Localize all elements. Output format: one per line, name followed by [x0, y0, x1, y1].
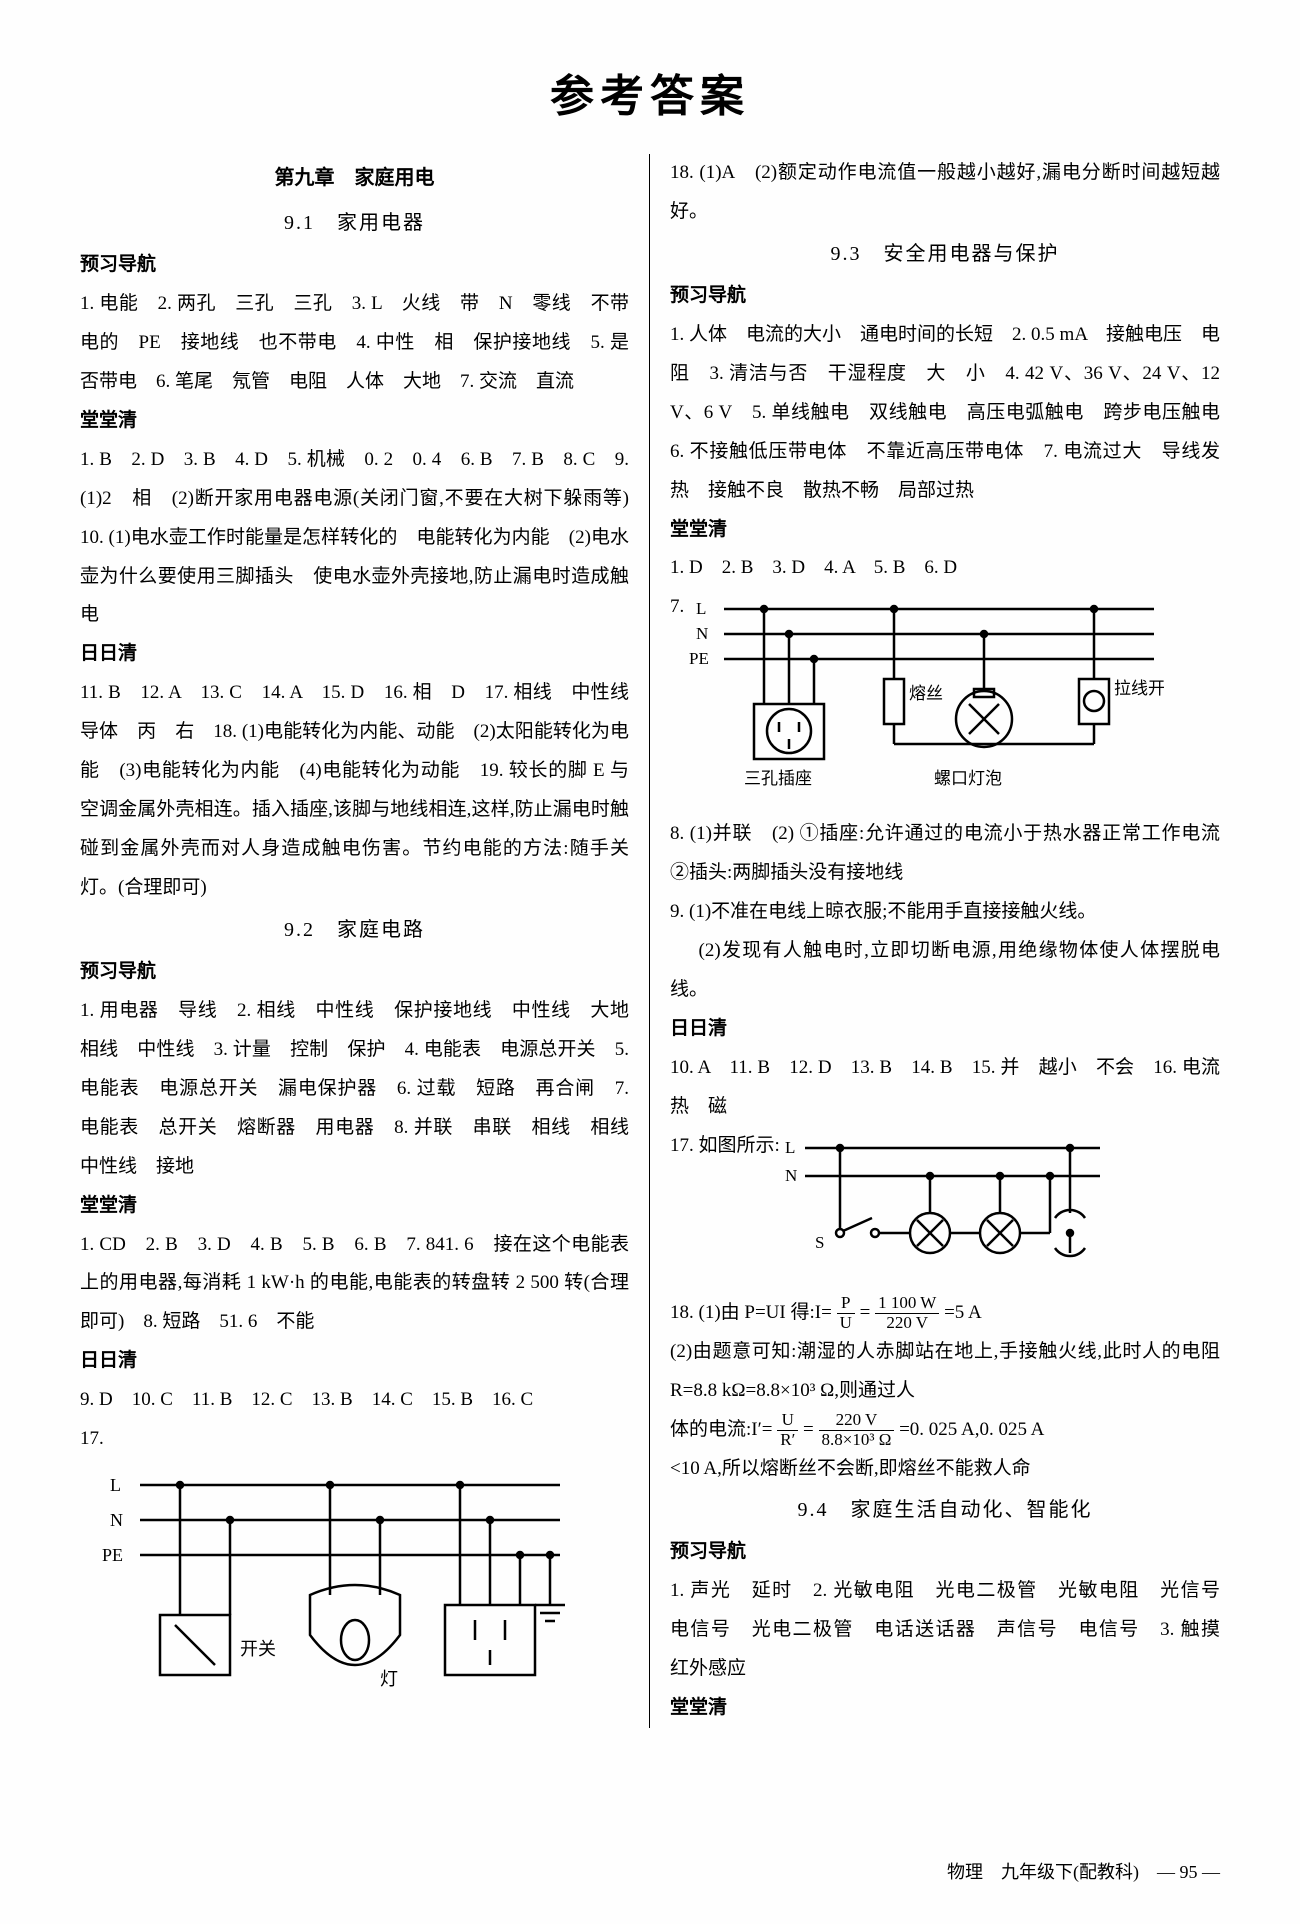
eq-post: =5 A	[944, 1302, 982, 1323]
section-9-3: 9.3 安全用电器与保护	[670, 234, 1220, 275]
para: 1. CD 2. B 3. D 4. B 5. B 6. B 7. 841. 6…	[80, 1226, 629, 1343]
circuit-diagram-17b: L N S	[780, 1133, 1110, 1288]
label-L: L	[696, 599, 706, 618]
label-N: N	[110, 1510, 123, 1530]
q17-prefix: 17. 如图所示:	[670, 1127, 780, 1166]
heading-tang: 堂堂清	[80, 1187, 629, 1226]
denominator: U	[837, 1314, 855, 1333]
para: 1. 人体 电流的大小 通电时间的长短 2. 0.5 mA 接触电压 电阻 3.…	[670, 316, 1220, 511]
content-columns: 第九章 家庭用电 9.1 家用电器 预习导航 1. 电能 2. 两孔 三孔 三孔…	[80, 154, 1220, 1728]
label-PE: PE	[102, 1545, 123, 1565]
label-N: N	[696, 624, 708, 643]
label-pull: 拉线开关	[1114, 679, 1164, 698]
denominator: 220 V	[875, 1314, 939, 1333]
heading-yuxi: 预习导航	[80, 246, 629, 285]
para: 9. (1)不准在电线上晾衣服;不能用手直接接触火线。	[670, 893, 1220, 932]
eq-pre: 18. (1)由 P=UI 得:I=	[670, 1302, 832, 1323]
numerator: P	[837, 1294, 855, 1314]
heading-tang: 堂堂清	[670, 1689, 1220, 1728]
numerator: 1 100 W	[875, 1294, 939, 1314]
label-lamp: 灯	[380, 1669, 398, 1689]
para: 1. 用电器 导线 2. 相线 中性线 保护接地线 中性线 大地 相线 中性线 …	[80, 992, 629, 1187]
label-bulb: 螺口灯泡	[934, 769, 1002, 788]
section-9-2: 9.2 家庭电路	[80, 910, 629, 951]
fraction: U R′	[777, 1411, 798, 1449]
label-switch: 开关	[240, 1639, 276, 1659]
equation-18-2: 体的电流:I′= U R′ = 220 V 8.8×10³ Ω =0. 025 …	[670, 1411, 1220, 1450]
label-PE: PE	[689, 649, 709, 668]
para: 10. A 11. B 12. D 13. B 14. B 15. 并 越小 不…	[670, 1049, 1220, 1127]
eq-post: =0. 025 A,0. 025 A	[899, 1419, 1044, 1440]
para: 8. (1)并联 (2) ①插座:允许通过的电流小于热水器正常工作电流 ②插头:…	[670, 815, 1220, 893]
para: 1. D 2. B 3. D 4. A 5. B 6. D	[670, 549, 1220, 588]
right-column: 18. (1)A (2)额定动作电流值一般越小越好,漏电分断时间越短越好。 9.…	[650, 154, 1220, 1728]
page-footer: 物理 九年级下(配教科) — 95 —	[947, 1858, 1220, 1884]
para: (2)发现有人触电时,立即切断电源,用绝缘物体使人体摆脱电线。	[670, 932, 1220, 1010]
denominator: 8.8×10³ Ω	[819, 1431, 895, 1450]
para: <10 A,所以熔断丝不会断,即熔丝不能救人命	[670, 1450, 1220, 1489]
heading-yuxi: 预习导航	[670, 277, 1220, 316]
circuit-diagram-7: L N PE 三孔插座	[684, 594, 1220, 809]
para: (2)由题意可知:潮湿的人赤脚站在地上,手接触火线,此时人的电阻 R=8.8 k…	[670, 1333, 1220, 1411]
fraction: 220 V 8.8×10³ Ω	[819, 1411, 895, 1449]
fraction: 1 100 W 220 V	[875, 1294, 939, 1332]
label-socket: 三孔插座	[744, 769, 812, 788]
para: 17.	[80, 1420, 629, 1459]
numerator: U	[777, 1411, 798, 1431]
section-9-4: 9.4 家庭生活自动化、智能化	[670, 1490, 1220, 1531]
heading-ri: 日日清	[80, 1342, 629, 1381]
chapter-heading: 第九章 家庭用电	[80, 158, 629, 199]
numerator: 220 V	[819, 1411, 895, 1431]
label-S: S	[815, 1233, 824, 1252]
label-fuse: 熔丝	[909, 684, 943, 703]
eq-pre: 体的电流:I′=	[670, 1419, 772, 1440]
denominator: R′	[777, 1431, 798, 1450]
para: 1. B 2. D 3. B 4. D 5. 机械 0. 2 0. 4 6. B…	[80, 441, 629, 636]
para: 18. (1)A (2)额定动作电流值一般越小越好,漏电分断时间越短越好。	[670, 154, 1220, 232]
para: 11. B 12. A 13. C 14. A 15. D 16. 相 D 17…	[80, 674, 629, 908]
label-L: L	[785, 1138, 795, 1157]
para: 1. 电能 2. 两孔 三孔 三孔 3. L 火线 带 N 零线 不带电的 PE…	[80, 285, 629, 402]
heading-tang: 堂堂清	[670, 511, 1220, 550]
fraction: P U	[837, 1294, 855, 1332]
page-title: 参考答案	[80, 60, 1220, 124]
circuit-diagram-17: L N PE 开关 灯	[80, 1465, 629, 1720]
left-column: 第九章 家庭用电 9.1 家用电器 预习导航 1. 电能 2. 两孔 三孔 三孔…	[80, 154, 650, 1728]
para: 1. 声光 延时 2. 光敏电阻 光电二极管 光敏电阻 光信号 电信号 光电二极…	[670, 1572, 1220, 1689]
para: 9. D 10. C 11. B 12. C 13. B 14. C 15. B…	[80, 1381, 629, 1420]
q7-prefix: 7.	[670, 588, 684, 627]
heading-yuxi: 预习导航	[80, 953, 629, 992]
section-9-1: 9.1 家用电器	[80, 203, 629, 244]
label-L: L	[110, 1475, 121, 1495]
heading-ri: 日日清	[80, 635, 629, 674]
heading-ri: 日日清	[670, 1010, 1220, 1049]
label-N: N	[785, 1166, 797, 1185]
heading-tang: 堂堂清	[80, 402, 629, 441]
equation-18-1: 18. (1)由 P=UI 得:I= P U = 1 100 W 220 V =…	[670, 1294, 1220, 1333]
heading-yuxi: 预习导航	[670, 1533, 1220, 1572]
